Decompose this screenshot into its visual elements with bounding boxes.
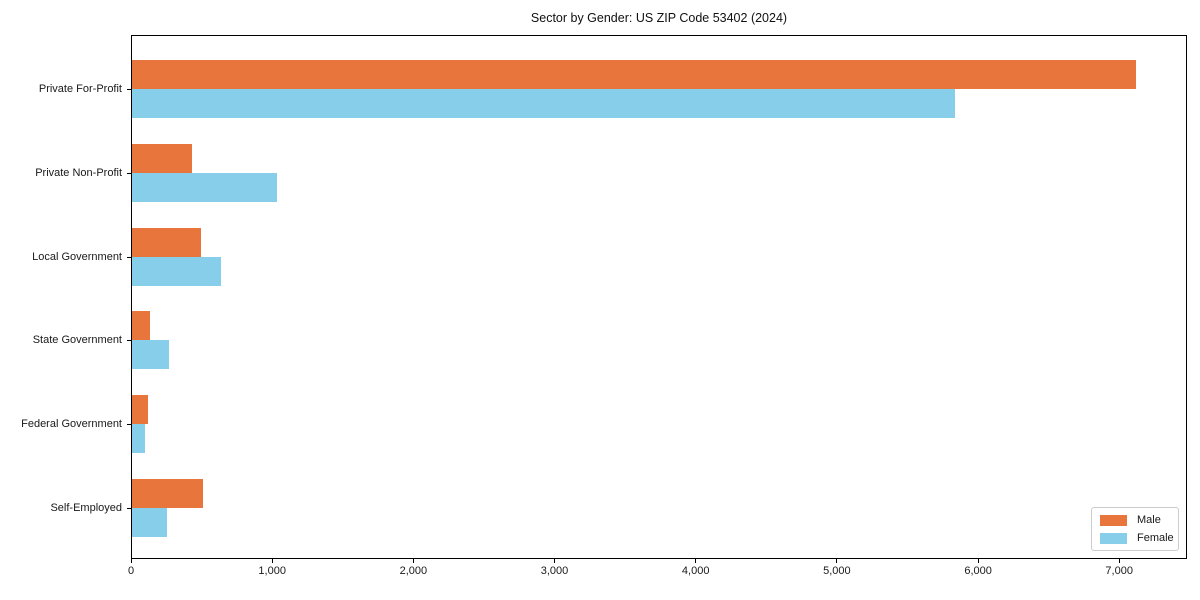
- y-tick-mark: [127, 89, 131, 90]
- x-tick-mark: [130, 559, 132, 563]
- bar-male-state-government: [132, 311, 150, 341]
- y-tick-mark: [127, 508, 131, 509]
- y-tick-mark: [127, 424, 131, 426]
- bar-female-federal-government: [132, 424, 145, 454]
- x-tick-label-5000: 5,000: [823, 565, 851, 577]
- x-tick-mark: [836, 559, 838, 563]
- y-tick-mark: [127, 256, 131, 258]
- x-tick-mark: [271, 559, 273, 563]
- legend-item-male: Male: [1100, 514, 1170, 526]
- legend-item-female: Female: [1100, 532, 1174, 544]
- bar-male-federal-government: [132, 395, 148, 425]
- y-tick-label-local-government: Local Government: [32, 250, 122, 263]
- bar-male-private-for-profit: [132, 60, 1136, 89]
- y-tick-label-federal-government: Federal Government: [21, 418, 122, 431]
- bar-male-local-government: [132, 227, 201, 257]
- legend: Male Female: [1091, 507, 1179, 551]
- bar-female-self-employed: [132, 508, 168, 537]
- x-tick-mark: [554, 559, 555, 563]
- y-tick-mark: [127, 172, 131, 174]
- plot-area: [131, 35, 1187, 559]
- x-tick-label-3000: 3,000: [540, 565, 569, 577]
- bar-male-self-employed: [132, 479, 204, 508]
- x-tick-label-1000: 1,000: [258, 565, 286, 577]
- x-tick-label-0: 0: [127, 565, 135, 577]
- x-tick-mark: [977, 559, 979, 563]
- x-tick-mark: [1118, 559, 1120, 563]
- male-series-swatch: [1100, 514, 1127, 526]
- chart-title: Sector by Gender: US ZIP Code 53402 (202…: [530, 11, 788, 25]
- legend-label-female: Female: [1137, 532, 1174, 544]
- bar-female-private-for-profit: [132, 89, 956, 118]
- bar-female-local-government: [132, 256, 221, 286]
- y-tick-label-private-for-profit: Private For-Profit: [38, 83, 122, 95]
- x-tick-mark: [412, 559, 414, 563]
- legend-label-male: Male: [1137, 514, 1161, 526]
- x-tick-label-6000: 6,000: [964, 565, 992, 577]
- x-tick-mark: [695, 559, 697, 563]
- bar-female-state-government: [132, 340, 170, 370]
- y-tick-label-state-government: State Government: [32, 334, 122, 347]
- x-tick-label-7000: 7,000: [1105, 565, 1133, 577]
- x-tick-label-2000: 2,000: [399, 565, 428, 577]
- bar-female-private-non-profit: [132, 172, 277, 202]
- female-series-swatch: [1100, 532, 1127, 544]
- x-tick-label-4000: 4,000: [681, 565, 710, 577]
- y-tick-label-private-non-profit: Private Non-Profit: [35, 166, 122, 179]
- y-tick-label-self-employed: Self-Employed: [50, 502, 122, 514]
- bar-male-private-non-profit: [132, 143, 192, 173]
- y-tick-mark: [127, 340, 131, 342]
